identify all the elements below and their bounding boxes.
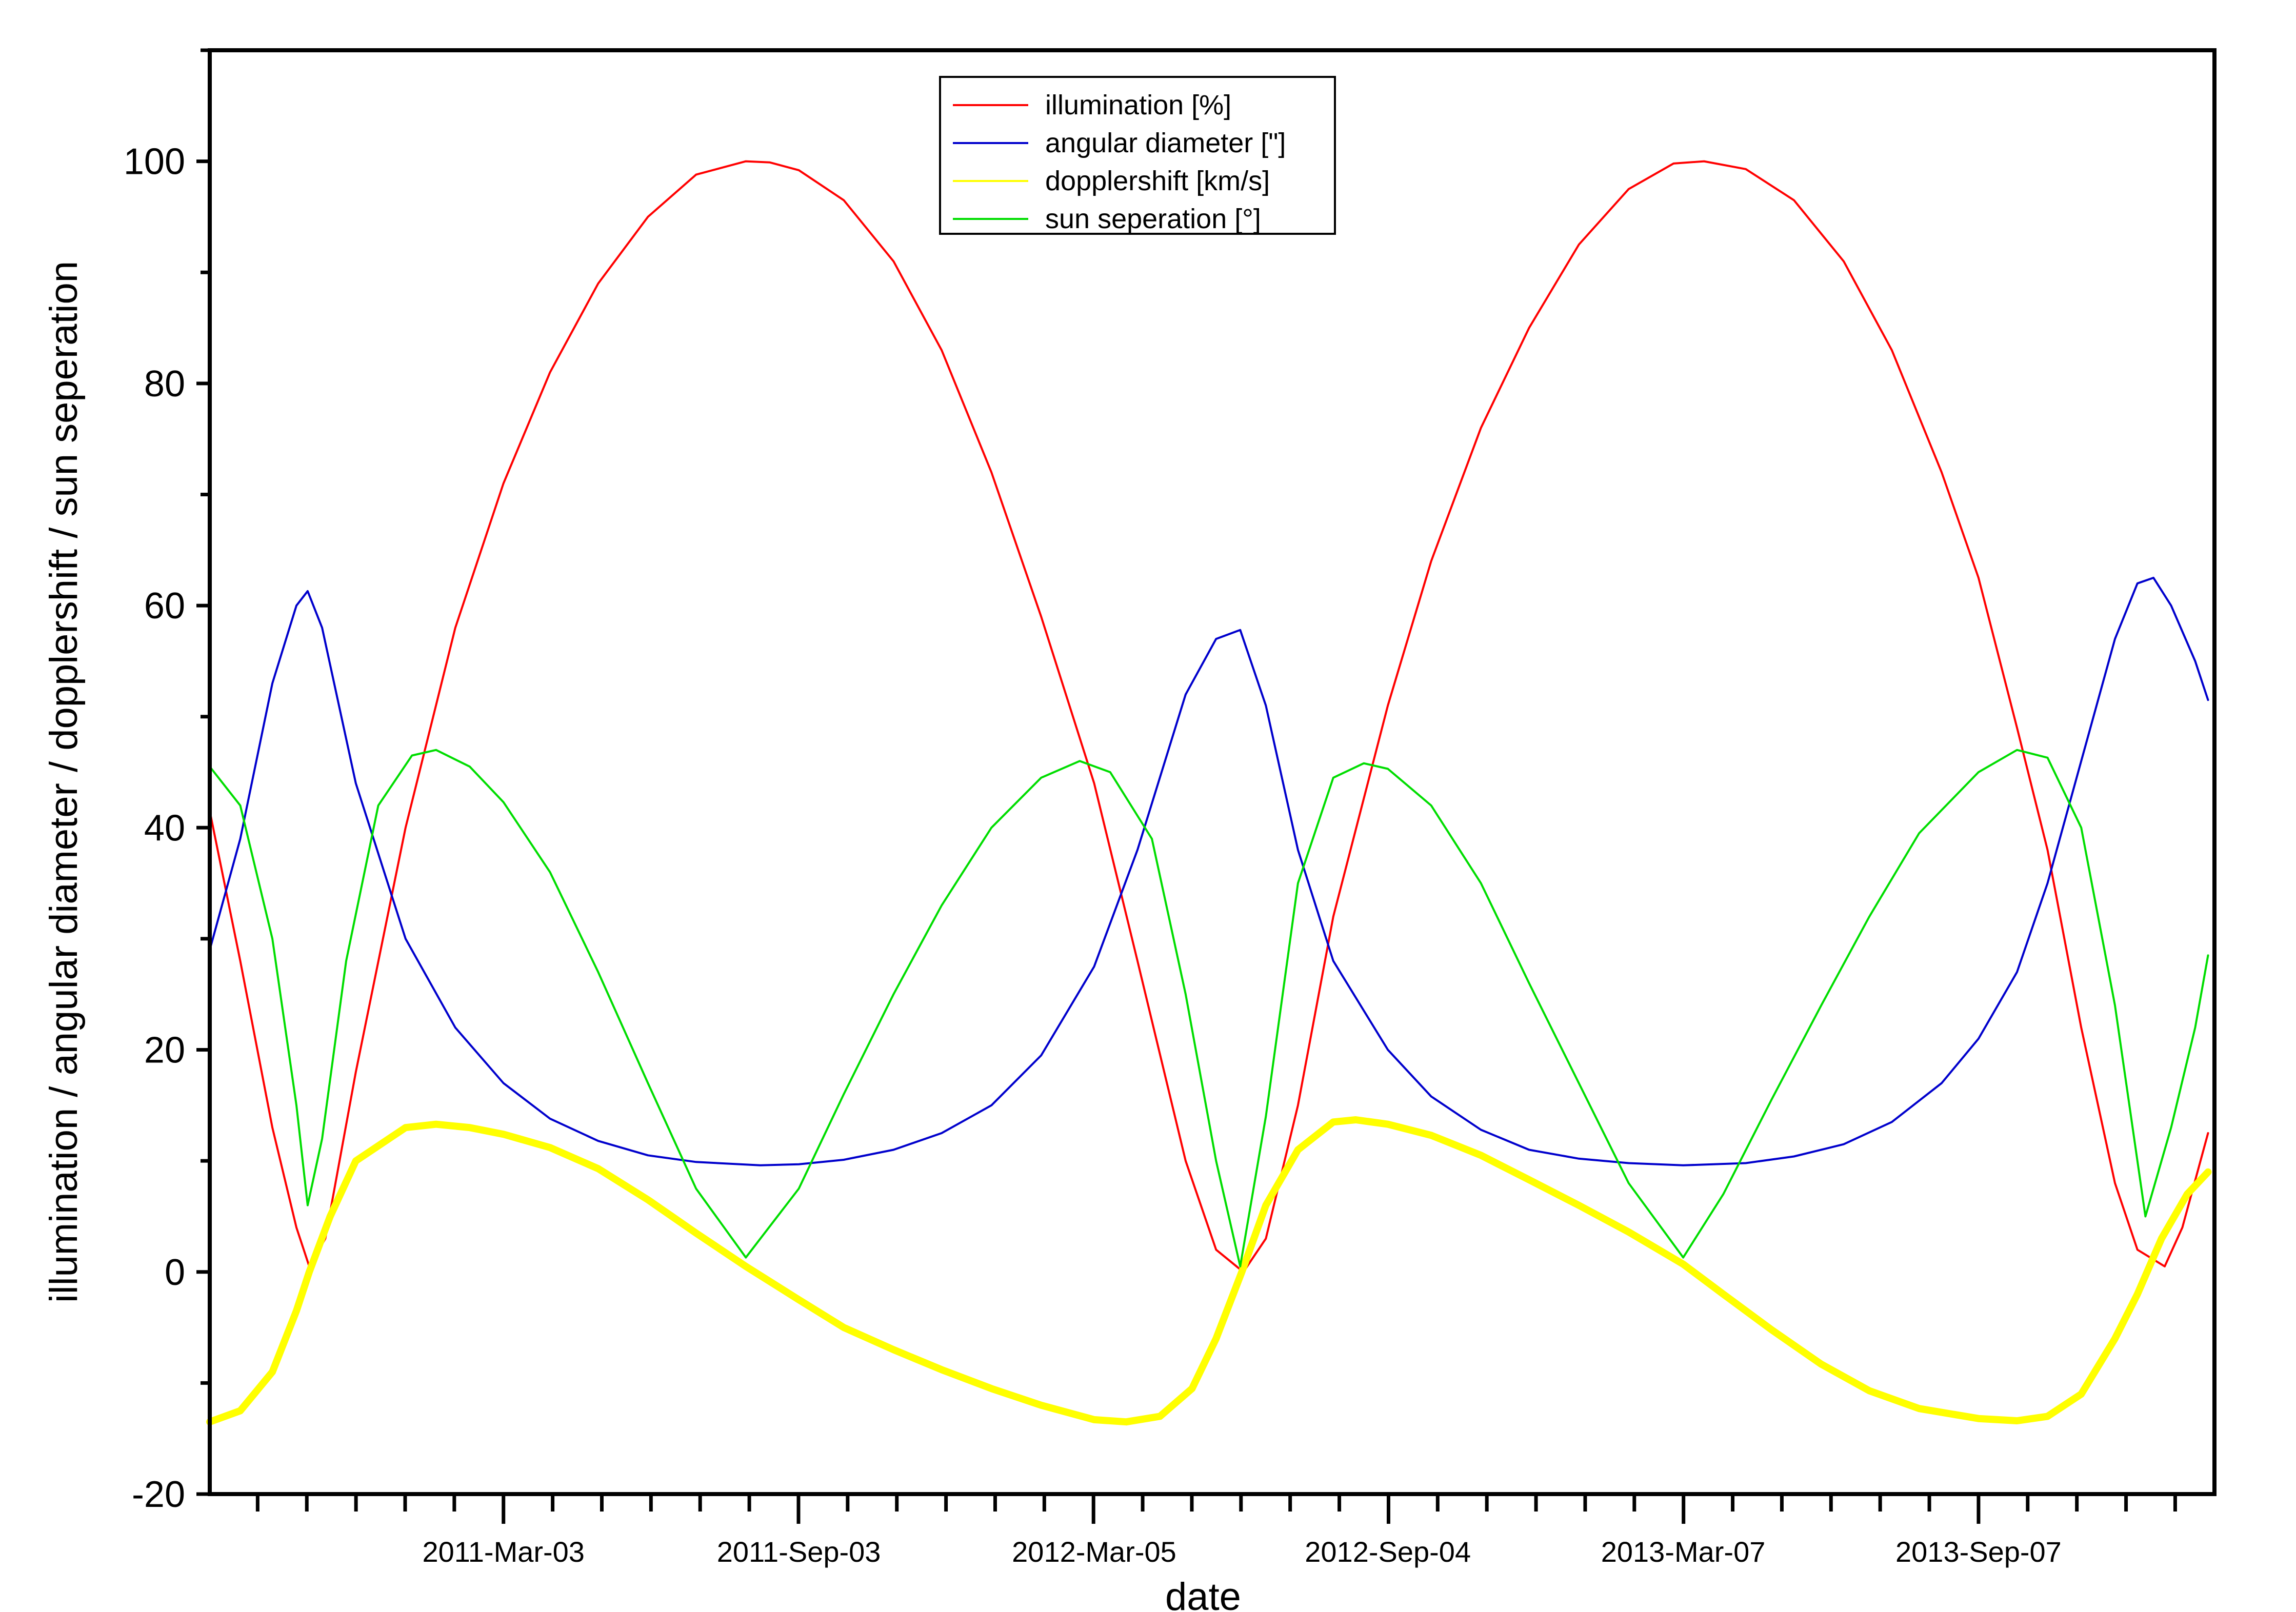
axes-layer: -20 0 20 40 60 80 100 2011-Mar-03 2011-Sep-03 201… [124, 48, 2177, 1568]
y-tick-label: 0 [165, 1252, 185, 1293]
y-tick-label: 80 [144, 364, 185, 405]
x-tick-label: 2013-Mar-07 [1601, 1536, 1766, 1568]
x-tick-label: 2011-Mar-03 [423, 1536, 585, 1568]
y-tick-label: -20 [132, 1474, 185, 1515]
x-tick-label: 2011-Sep-03 [717, 1536, 881, 1568]
legend-label-1: illumination [%] [1045, 90, 1231, 120]
series-layer [206, 160, 2212, 1426]
series-line-4 [209, 749, 2209, 1267]
legend-box [939, 76, 1336, 235]
x-tick-label: 2012-Sep-04 [1305, 1536, 1471, 1568]
y-axis-title: illumination / angular diameter / dopple… [42, 261, 86, 1303]
legend: illumination [%] angular diameter ["] dopp… [939, 76, 1336, 235]
y-tick-label: 40 [144, 808, 185, 849]
series-line-1 [209, 160, 2209, 1273]
x-tick-label: 2012-Mar-05 [1012, 1536, 1176, 1568]
plot-frame [208, 48, 2217, 1496]
x-axis-title: date [1165, 1575, 1241, 1612]
legend-label-2: angular diameter ["] [1045, 128, 1286, 158]
legend-label-3: dopplershift [km/s] [1045, 166, 1270, 196]
y-tick-label: 60 [144, 586, 185, 627]
legend-label-4: sun seperation [°] [1045, 204, 1261, 234]
x-tick-label: 2013-Sep-07 [1895, 1536, 2062, 1568]
series-line-3 [206, 1116, 2212, 1426]
y-tick-label: 20 [144, 1030, 185, 1071]
series-line-2 [209, 576, 2209, 1166]
y-tick-label: 100 [124, 142, 185, 183]
